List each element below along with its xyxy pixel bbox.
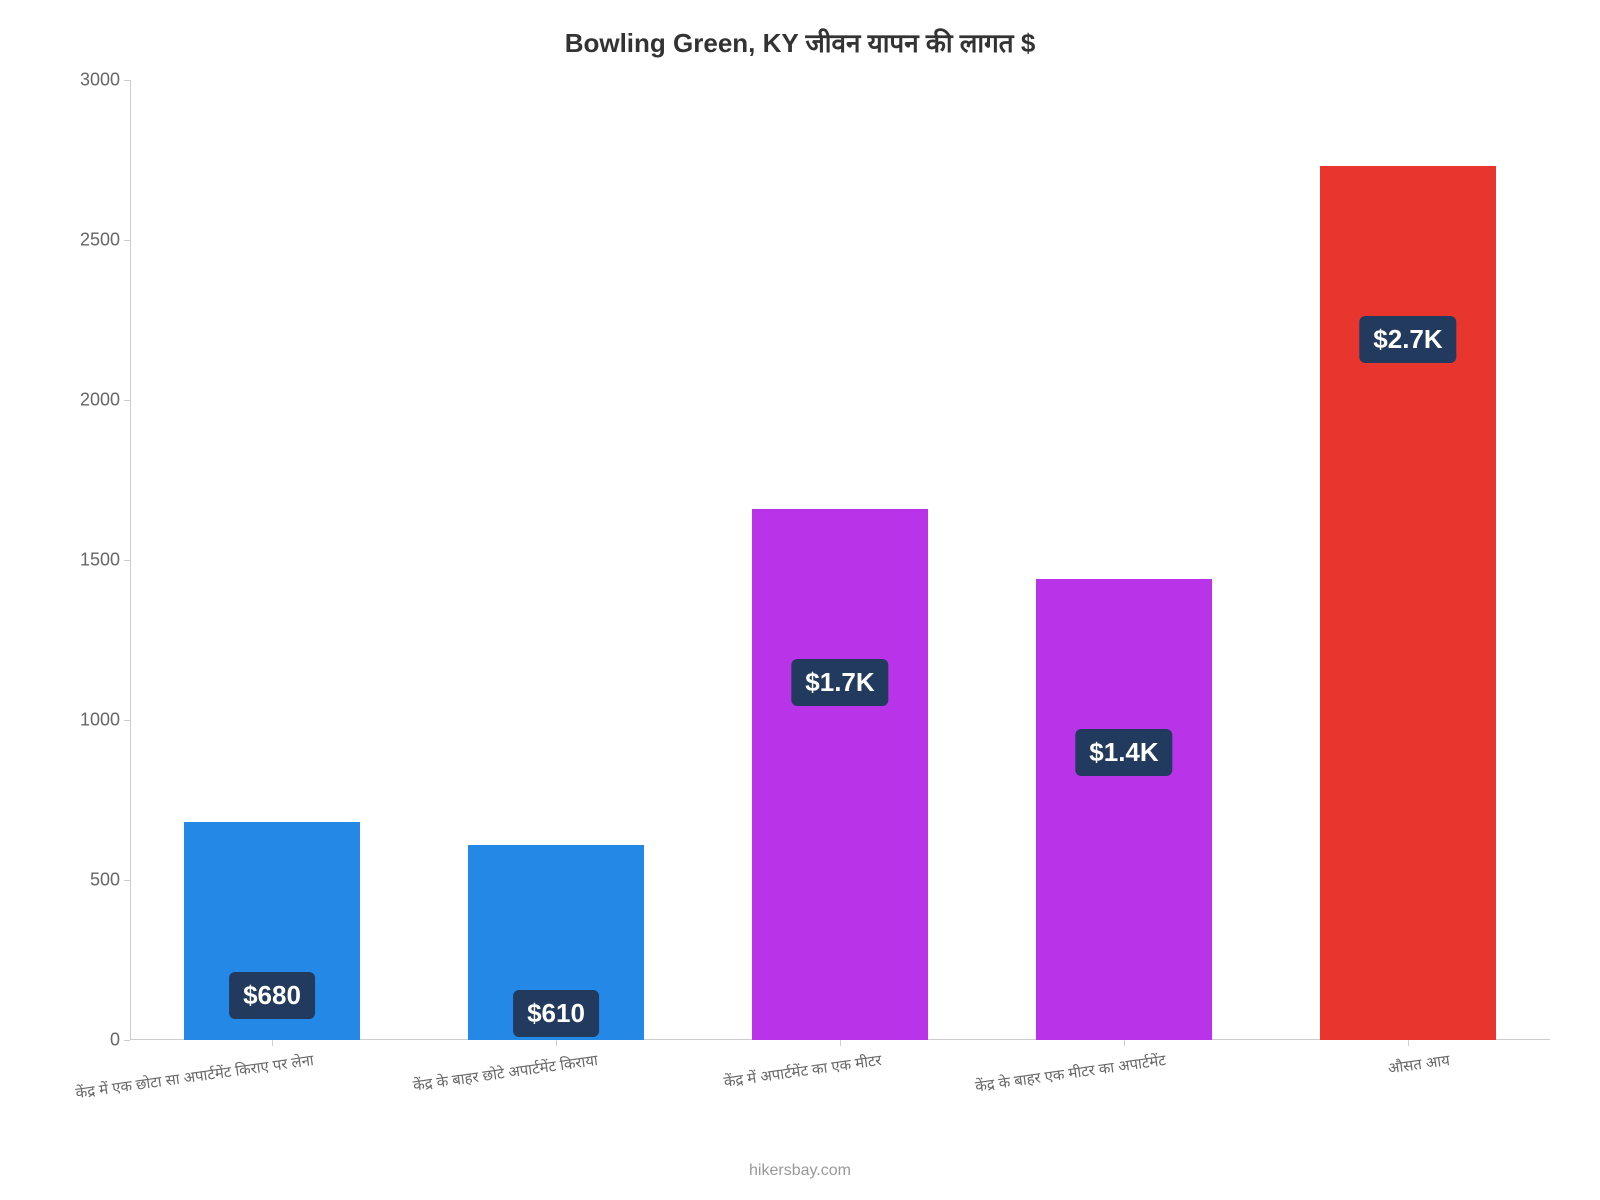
y-tick-label: 0 [110, 1030, 130, 1051]
x-tick [556, 1040, 557, 1046]
y-tick-label: 2500 [80, 230, 130, 251]
bar-value-label: $610 [513, 990, 599, 1037]
y-tick-label: 1000 [80, 710, 130, 731]
x-tick [840, 1040, 841, 1046]
y-tick-label: 3000 [80, 70, 130, 91]
x-category-label: केंद्र के बाहर छोटे अपार्टमेंट किराया [411, 1050, 598, 1096]
y-tick-label: 2000 [80, 390, 130, 411]
x-category-label: केंद्र के बाहर एक मीटर का अपार्टमेंट [974, 1050, 1167, 1097]
bar: $610 [468, 845, 644, 1040]
x-tick [1124, 1040, 1125, 1046]
y-tick-label: 1500 [80, 550, 130, 571]
x-tick [272, 1040, 273, 1046]
credit-text: hikersbay.com [0, 1162, 1600, 1180]
bar: $680 [184, 822, 360, 1040]
bar: $2.7K [1320, 166, 1496, 1040]
bar: $1.7K [752, 509, 928, 1040]
y-axis [130, 80, 131, 1040]
x-category-label: केंद्र में अपार्टमेंट का एक मीटर [723, 1050, 883, 1092]
chart-container: Bowling Green, KY जीवन यापन की लागत $ 05… [0, 0, 1600, 1200]
bar-value-label: $2.7K [1359, 316, 1456, 363]
x-category-label: औसत आय [1386, 1050, 1450, 1078]
y-tick-label: 500 [90, 870, 130, 891]
x-tick [1408, 1040, 1409, 1046]
chart-title: Bowling Green, KY जीवन यापन की लागत $ [0, 24, 1600, 60]
bar-value-label: $1.4K [1075, 729, 1172, 776]
bar: $1.4K [1036, 579, 1212, 1040]
bar-value-label: $1.7K [791, 659, 888, 706]
plot-area: 050010001500200025003000$680केंद्र में ए… [130, 80, 1550, 1040]
x-category-label: केंद्र में एक छोटा सा अपार्टमेंट किराए प… [74, 1050, 315, 1103]
bar-value-label: $680 [229, 972, 315, 1019]
